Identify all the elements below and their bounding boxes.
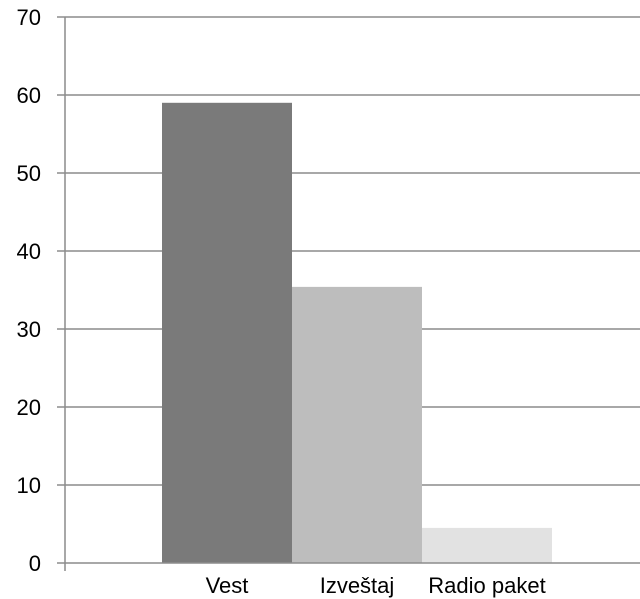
x-category-label: Vest (206, 573, 249, 598)
y-tick-label-10: 10 (17, 473, 41, 498)
y-tick-label-60: 60 (17, 83, 41, 108)
y-tick-label-40: 40 (17, 239, 41, 264)
y-tick-label-20: 20 (17, 395, 41, 420)
y-tick-label-70: 70 (17, 5, 41, 30)
x-category-labels: Vest Izveštaj Radio paket (206, 573, 546, 598)
x-category-label: Radio paket (428, 573, 545, 598)
y-tick-labels: 0 10 20 30 40 50 60 70 (17, 5, 41, 576)
bars (162, 102, 552, 564)
y-tick-label-0: 0 (29, 551, 41, 576)
bar-vest (162, 102, 292, 564)
bar-izveštaj (292, 286, 422, 563)
x-category-label: Izveštaj (320, 573, 395, 598)
axes (57, 16, 640, 571)
bar-radio-paket (422, 527, 552, 563)
y-tick-label-50: 50 (17, 161, 41, 186)
y-tick-label-30: 30 (17, 317, 41, 342)
